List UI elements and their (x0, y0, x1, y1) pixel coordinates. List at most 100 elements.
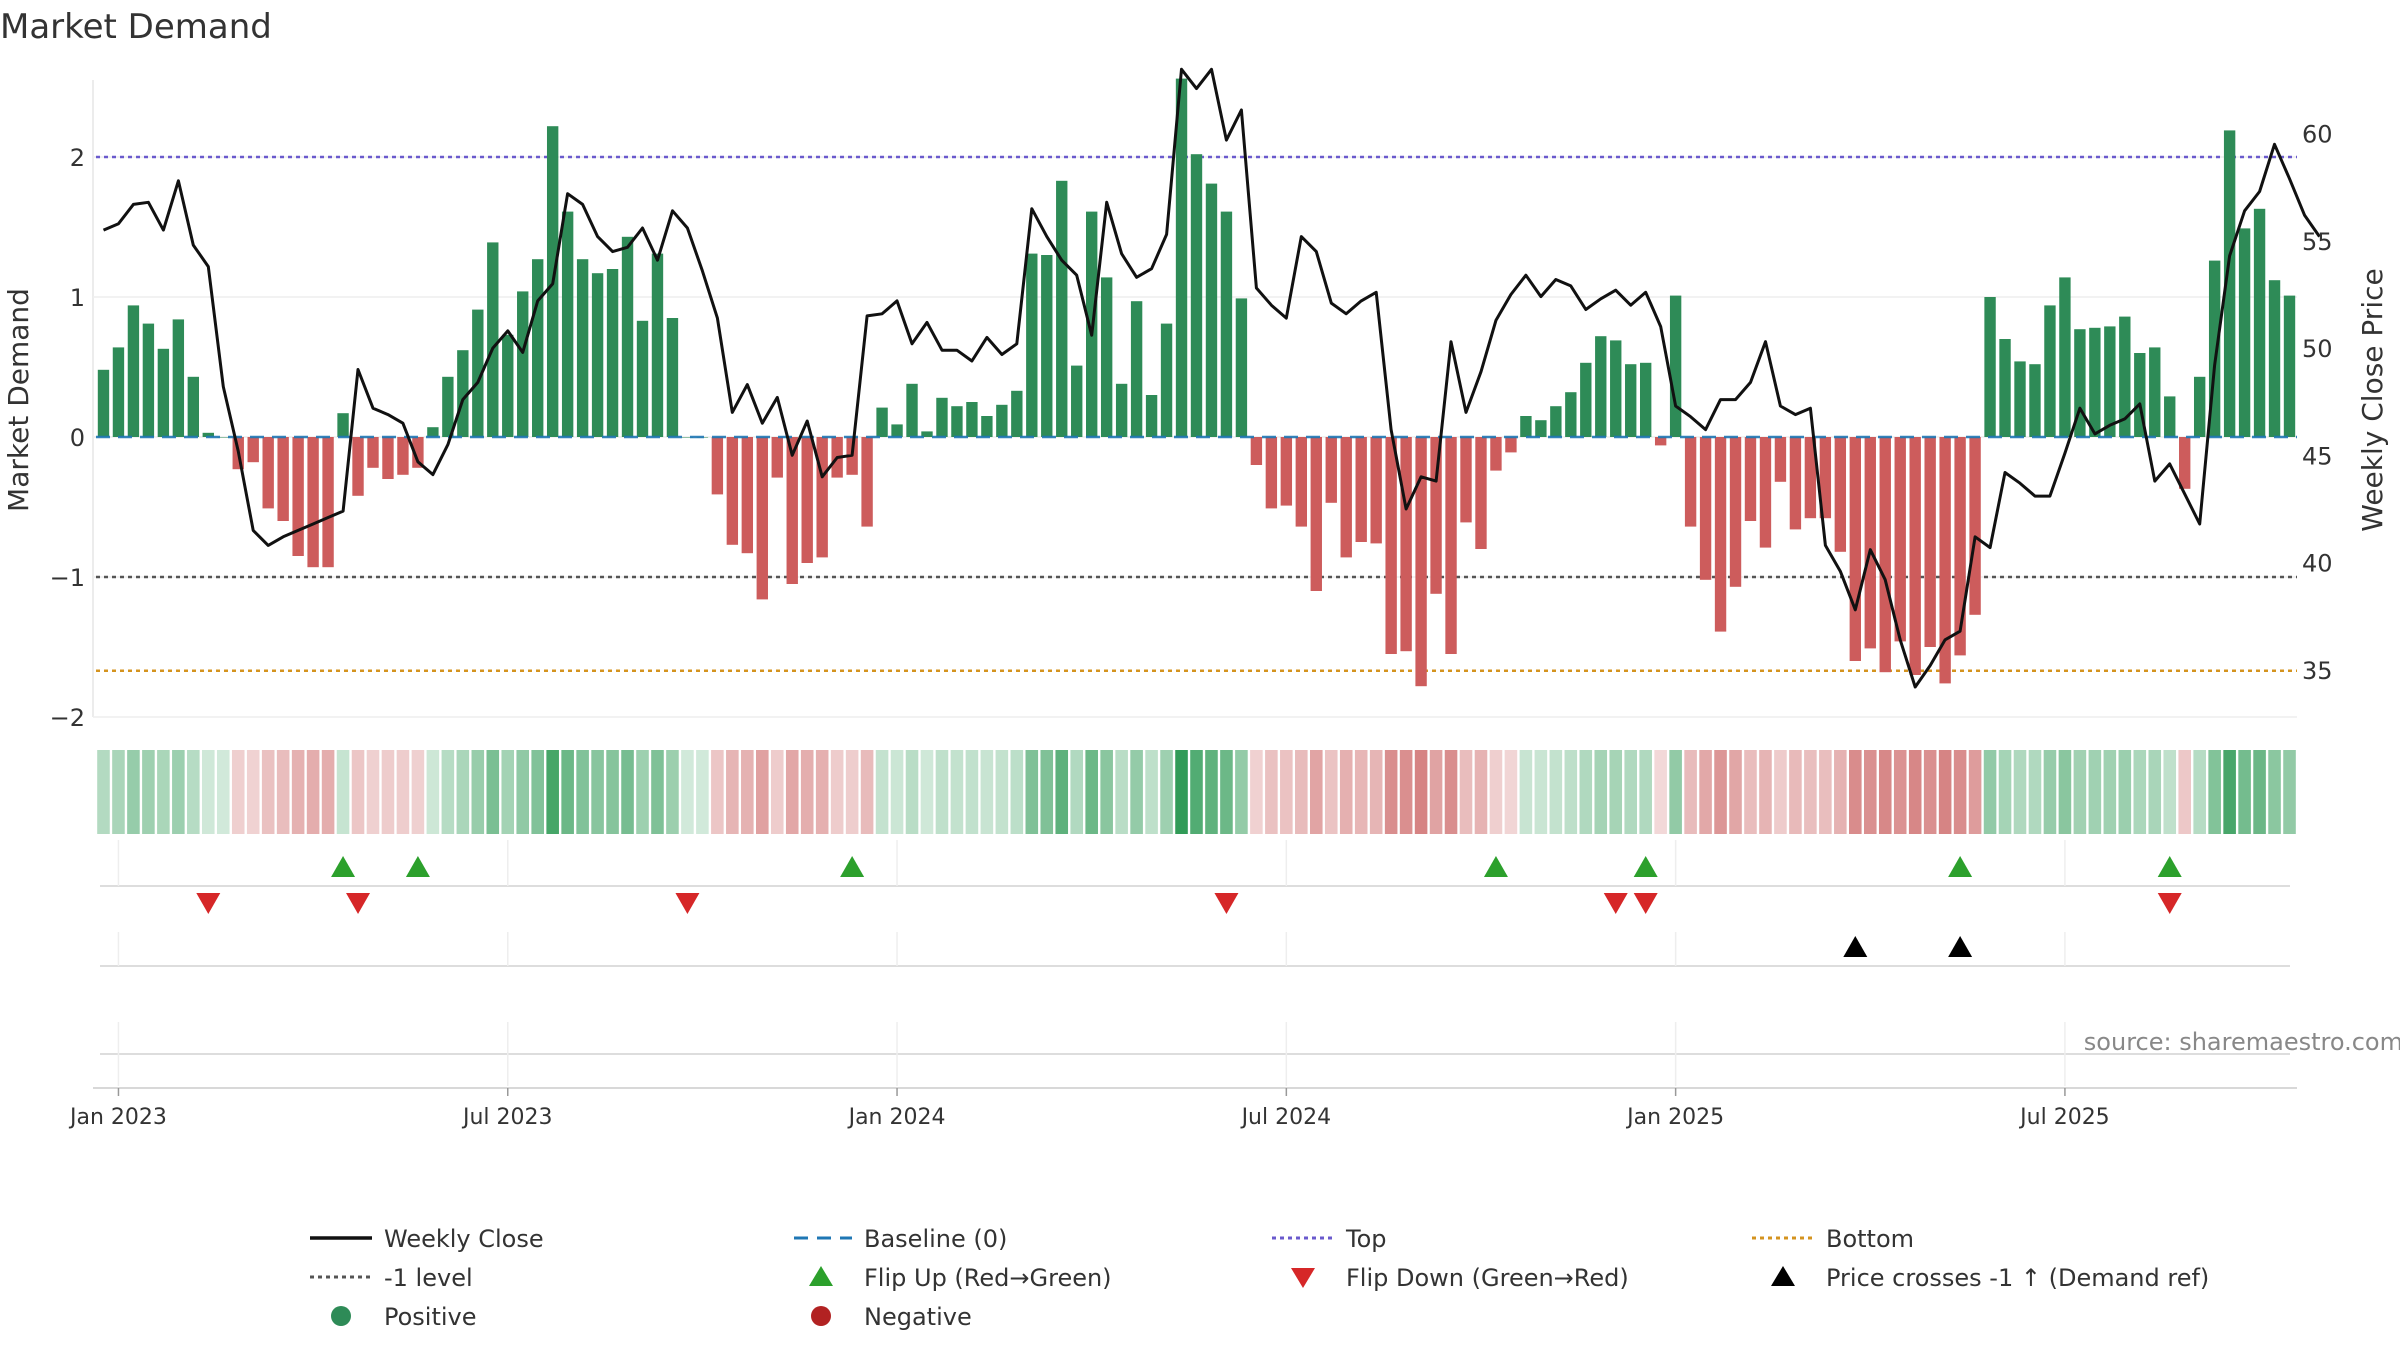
heat-cell (1459, 750, 1473, 834)
positive-bar (142, 323, 155, 437)
legend-label: Bottom (1826, 1225, 1914, 1253)
heat-cell (1998, 750, 2012, 834)
heat-cell (561, 750, 574, 834)
heat-cell (636, 750, 649, 834)
heat-cell (726, 750, 739, 834)
negative-bar (1280, 437, 1293, 506)
flip-down-marker (675, 893, 700, 914)
heat-cell (381, 750, 395, 834)
heat-cell (291, 750, 305, 834)
heat-cell (1295, 750, 1308, 834)
heat-cell (2073, 750, 2087, 834)
left-axis-label: Market Demand (2, 288, 35, 512)
heat-cell (2223, 750, 2236, 834)
negative-bar (292, 437, 304, 556)
heat-cell (606, 750, 619, 834)
negative-bar (1789, 437, 1802, 530)
heat-cell (845, 750, 859, 834)
heat-cell (860, 750, 874, 834)
negative-bar (262, 437, 274, 509)
positive-bar (1115, 383, 1128, 437)
heat-cell (1968, 750, 1982, 834)
positive-bar (337, 413, 349, 437)
positive-bar (1669, 295, 1682, 437)
heat-cell (1474, 750, 1488, 834)
positive-bar (2029, 364, 2041, 437)
positive-bar (1580, 362, 1592, 437)
negative-bar (1699, 437, 1712, 580)
heat-cell (651, 750, 664, 834)
heat-cell (501, 750, 515, 834)
price-cross-marker (1843, 936, 1868, 957)
positive-bar (442, 376, 454, 437)
heat-cell (2088, 750, 2102, 834)
positive-bar (936, 397, 948, 437)
negative-bar (277, 437, 289, 521)
flip-down-marker (1603, 893, 1628, 914)
heat-cell (1504, 750, 1518, 834)
heat-cell (2013, 750, 2027, 834)
heat-cell (980, 750, 994, 834)
positive-bar (1625, 364, 1637, 437)
right-tick-label: 45 (2302, 442, 2333, 470)
heat-cell (261, 750, 275, 834)
heat-cell (696, 750, 709, 834)
negative-bar (2179, 437, 2191, 489)
heat-cell (2163, 750, 2177, 834)
positive-bar (112, 347, 125, 437)
legend-symbol-triangle-up (809, 1266, 833, 1286)
heat-cell (1414, 750, 1428, 834)
heat-cell (157, 750, 170, 834)
heat-cell (830, 750, 844, 834)
heat-cell (1085, 750, 1098, 834)
heat-cell (1190, 750, 1203, 834)
positive-bar (2059, 277, 2071, 437)
legend-item: Price crosses -1 ↑ (Demand ref) (1771, 1264, 2209, 1292)
negative-bar (1654, 437, 1667, 446)
legend-label: -1 level (384, 1264, 473, 1292)
positive-bar (2238, 228, 2251, 437)
heat-cell (1309, 750, 1323, 834)
left-tick-label: 2 (70, 144, 85, 172)
heat-cell (1324, 750, 1338, 834)
negative-bar (1714, 437, 1727, 632)
positive-bar (636, 320, 649, 437)
heat-cell (2178, 750, 2191, 834)
heat-cell (471, 750, 485, 834)
heat-cell (1280, 750, 1293, 834)
positive-bar (1565, 392, 1577, 437)
heat-cell (516, 750, 530, 834)
heat-cell (2208, 750, 2221, 834)
heat-cell (890, 750, 904, 834)
legend-item: Positive (331, 1303, 477, 1331)
negative-bar (1265, 437, 1278, 509)
left-axis-ticks: 2 1 0 −1 −2 (50, 144, 85, 732)
positive-bar (1190, 154, 1203, 437)
negative-bar (1879, 437, 1891, 673)
negative-bar (397, 437, 409, 475)
positive-bar (996, 404, 1008, 437)
heat-cell (1908, 750, 1922, 834)
demand-bars (96, 78, 2297, 687)
x-tick-label: Jan 2023 (68, 1105, 167, 1130)
heat-cell (1489, 750, 1503, 834)
heat-cell (1100, 750, 1113, 834)
positive-bar (2119, 316, 2131, 437)
positive-bar (1520, 416, 1532, 437)
heat-cell (935, 750, 949, 834)
positive-bar (97, 369, 110, 437)
heat-cell (1594, 750, 1608, 834)
heat-cell (1624, 750, 1637, 834)
legend-symbol-circle (331, 1306, 351, 1326)
left-tick-label: −2 (50, 704, 85, 732)
positive-bar (666, 318, 679, 437)
negative-bar (1415, 437, 1427, 687)
heat-cell (231, 750, 245, 834)
positive-bar (951, 406, 963, 437)
heat-cell (711, 750, 724, 834)
positive-bar (1235, 298, 1248, 437)
heat-cell (2028, 750, 2042, 834)
positive-bar (1145, 395, 1158, 437)
heat-cell (321, 750, 335, 834)
negative-bar (1340, 437, 1352, 558)
